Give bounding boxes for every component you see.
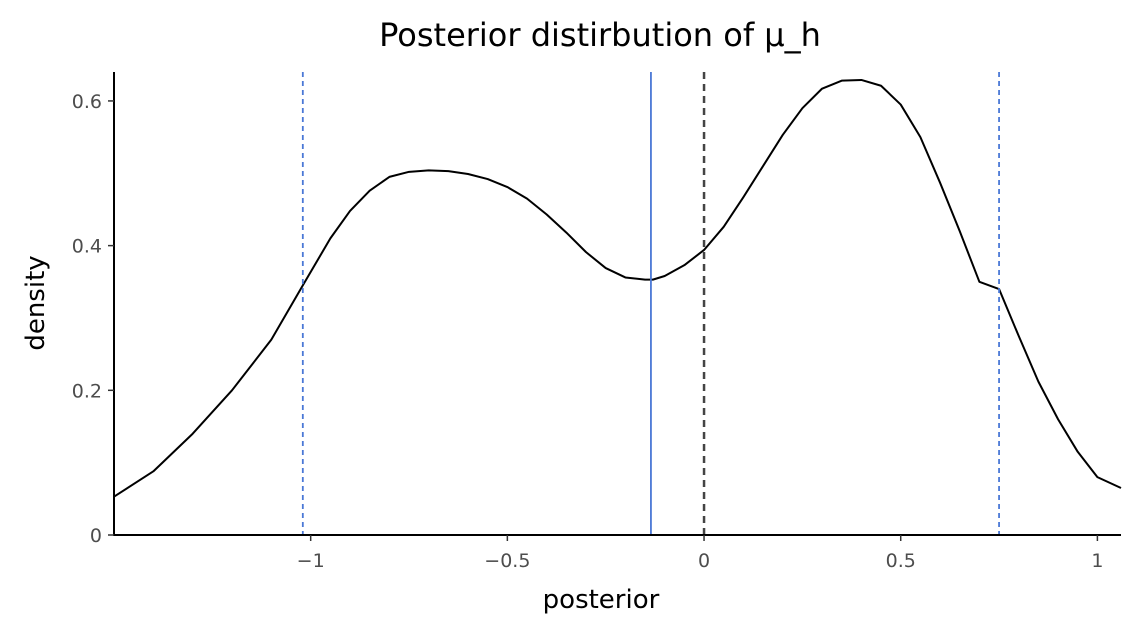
x-tick-label-3: 0.5 [886,550,916,572]
x-tick-label-1: −0.5 [484,550,530,572]
density-curve-0 [113,78,1122,498]
y-tick-label-0: 0 [90,525,102,547]
x-tick-label-0: −1 [297,550,325,572]
y-tick-label-2: 0.4 [72,236,102,258]
x-tick-label-4: 1 [1091,550,1103,572]
y-tick-label-1: 0.2 [72,380,102,402]
y-tick-label-3: 0.6 [72,91,102,113]
chart-title: Posterior distirbution of μ_h [379,16,821,54]
x-tick-label-2: 0 [698,550,710,572]
x-axis-title: posterior [543,585,660,615]
plot-area: −1 −0.5 0 0.5 1 0 0.2 0.4 0.6 [72,72,1122,572]
y-axis-title: density [21,255,51,350]
